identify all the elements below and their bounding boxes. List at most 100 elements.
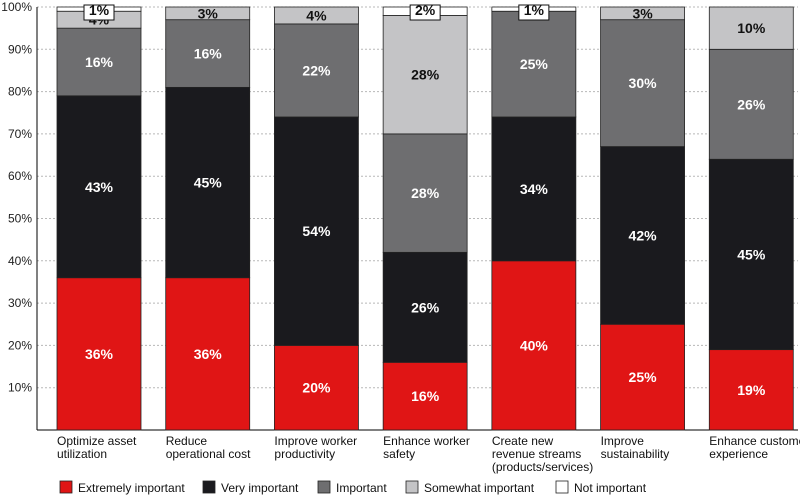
legend: Extremely important Very important Importa… bbox=[59, 480, 647, 495]
x-category-label-line: utilization bbox=[57, 447, 107, 461]
legend-swatch bbox=[202, 480, 216, 494]
bar-segment bbox=[165, 277, 251, 431]
bar-segment bbox=[600, 323, 685, 431]
y-tick-label: 80% bbox=[8, 85, 32, 99]
x-category-label-line: Improve bbox=[601, 434, 645, 448]
bar-segment bbox=[274, 6, 359, 25]
legend-label: Very important bbox=[221, 481, 299, 495]
bar-segment bbox=[274, 23, 359, 118]
bar-value-label: 3% bbox=[632, 5, 653, 21]
y-tick-label: 100% bbox=[1, 0, 32, 14]
x-category-label-line: Enhance worker bbox=[383, 434, 470, 448]
legend-swatch bbox=[317, 480, 331, 494]
bar-segment bbox=[382, 133, 468, 253]
x-category-label-line: sustainability bbox=[601, 447, 670, 461]
bar-value-label: 2% bbox=[415, 2, 436, 18]
bar-value-label: 43% bbox=[85, 179, 114, 195]
bar-value-label: 45% bbox=[194, 175, 223, 191]
x-category-label: Improve sustainability bbox=[601, 434, 670, 461]
bar-segment bbox=[382, 15, 468, 135]
bar-value-label: 26% bbox=[411, 299, 440, 315]
bar-value-label: 25% bbox=[520, 56, 549, 72]
y-tick-label: 90% bbox=[8, 42, 32, 56]
legend-swatch bbox=[59, 480, 73, 494]
bar-value-label: 22% bbox=[302, 62, 331, 78]
bar-value-label: 4% bbox=[306, 7, 327, 23]
bar-segment bbox=[600, 19, 685, 147]
x-category-label: Optimize asset utilization bbox=[57, 434, 137, 461]
x-category-label-line: productivity bbox=[274, 447, 335, 461]
legend-swatch bbox=[405, 480, 419, 494]
bar-segment bbox=[708, 158, 794, 351]
x-category-label: Enhance customer experience bbox=[709, 434, 800, 461]
bar-segment bbox=[382, 361, 468, 431]
bar-value-label: 19% bbox=[737, 382, 766, 398]
bar-value-label: 20% bbox=[302, 380, 331, 396]
bar-value-label: 36% bbox=[194, 346, 223, 362]
bar-value-label: 1% bbox=[524, 2, 545, 18]
bar-segment bbox=[56, 277, 142, 431]
y-tick-label: 10% bbox=[8, 381, 32, 395]
x-category-label-line: Create new bbox=[492, 434, 554, 448]
x-category-label-line: experience bbox=[709, 447, 768, 461]
bar-value-label: 28% bbox=[411, 185, 440, 201]
legend-label: Somewhat important bbox=[424, 481, 535, 495]
y-tick-label: 30% bbox=[8, 296, 32, 310]
x-category-label: Reduce operational cost bbox=[166, 434, 251, 461]
bar-value-label: 42% bbox=[629, 227, 658, 243]
category-labels: Optimize asset utilization Reduce operation… bbox=[57, 434, 800, 474]
bar-segment bbox=[491, 260, 577, 431]
legend-swatch bbox=[555, 480, 569, 494]
bar-segment bbox=[708, 48, 794, 160]
bar-value-label: 45% bbox=[737, 246, 766, 262]
value-label-box bbox=[83, 4, 115, 21]
x-category-label-line: (products/services) bbox=[492, 460, 593, 474]
bar-value-label: 25% bbox=[629, 369, 658, 385]
bar-segment bbox=[382, 251, 468, 363]
x-category-label-line: Reduce bbox=[166, 434, 208, 448]
x-category-label-line: Enhance customer bbox=[709, 434, 800, 448]
y-tick-label: 40% bbox=[8, 254, 32, 268]
bar-value-label: 10% bbox=[737, 20, 766, 36]
bar-value-label: 1% bbox=[89, 2, 110, 18]
bar-value-label: 34% bbox=[520, 181, 549, 197]
legend-label: Not important bbox=[574, 481, 647, 495]
value-label-box bbox=[409, 4, 441, 21]
y-tick-label: 60% bbox=[8, 169, 32, 183]
bars: 36%43%16%4%1%36%45%16%3%20%54%22%4%16%26… bbox=[56, 2, 794, 431]
bar-segment bbox=[165, 19, 251, 88]
bar-value-label: 16% bbox=[411, 388, 440, 404]
bar-segment bbox=[491, 10, 577, 118]
y-tick-label: 50% bbox=[8, 212, 32, 226]
bar-segment bbox=[491, 116, 577, 262]
bar-segment bbox=[600, 6, 685, 21]
bar-value-label: 28% bbox=[411, 67, 440, 83]
bar-value-label: 36% bbox=[85, 346, 114, 362]
bar-segment bbox=[165, 86, 251, 279]
bar-segment bbox=[708, 349, 794, 431]
bar-segment bbox=[274, 344, 359, 431]
bar-value-label: 16% bbox=[85, 54, 114, 70]
x-category-label-line: revenue streams bbox=[492, 447, 581, 461]
y-tick-label: 20% bbox=[8, 338, 32, 352]
bar-segment bbox=[600, 146, 685, 325]
x-category-label-line: Optimize asset bbox=[57, 434, 137, 448]
x-category-label: Improve worker productivity bbox=[274, 434, 357, 461]
bar-value-label: 30% bbox=[629, 75, 658, 91]
bar-value-label: 54% bbox=[302, 223, 331, 239]
bar-segment bbox=[274, 116, 359, 346]
x-category-label-line: Improve worker bbox=[274, 434, 357, 448]
x-category-label: Create new revenue streams (products/servi… bbox=[492, 434, 593, 474]
legend-label: Important bbox=[336, 481, 387, 495]
bar-segment bbox=[56, 27, 142, 97]
bar-segment bbox=[56, 95, 142, 279]
y-tick-label: 70% bbox=[8, 127, 32, 141]
bar-value-label: 3% bbox=[198, 5, 219, 21]
x-category-label-line: safety bbox=[383, 447, 415, 461]
bar-value-label: 26% bbox=[737, 96, 766, 112]
bar-segment bbox=[708, 6, 794, 50]
bar-value-label: 40% bbox=[520, 337, 549, 353]
value-label-box bbox=[518, 4, 550, 21]
legend-label: Extremely important bbox=[78, 481, 185, 495]
bar-value-label: 16% bbox=[194, 46, 223, 62]
